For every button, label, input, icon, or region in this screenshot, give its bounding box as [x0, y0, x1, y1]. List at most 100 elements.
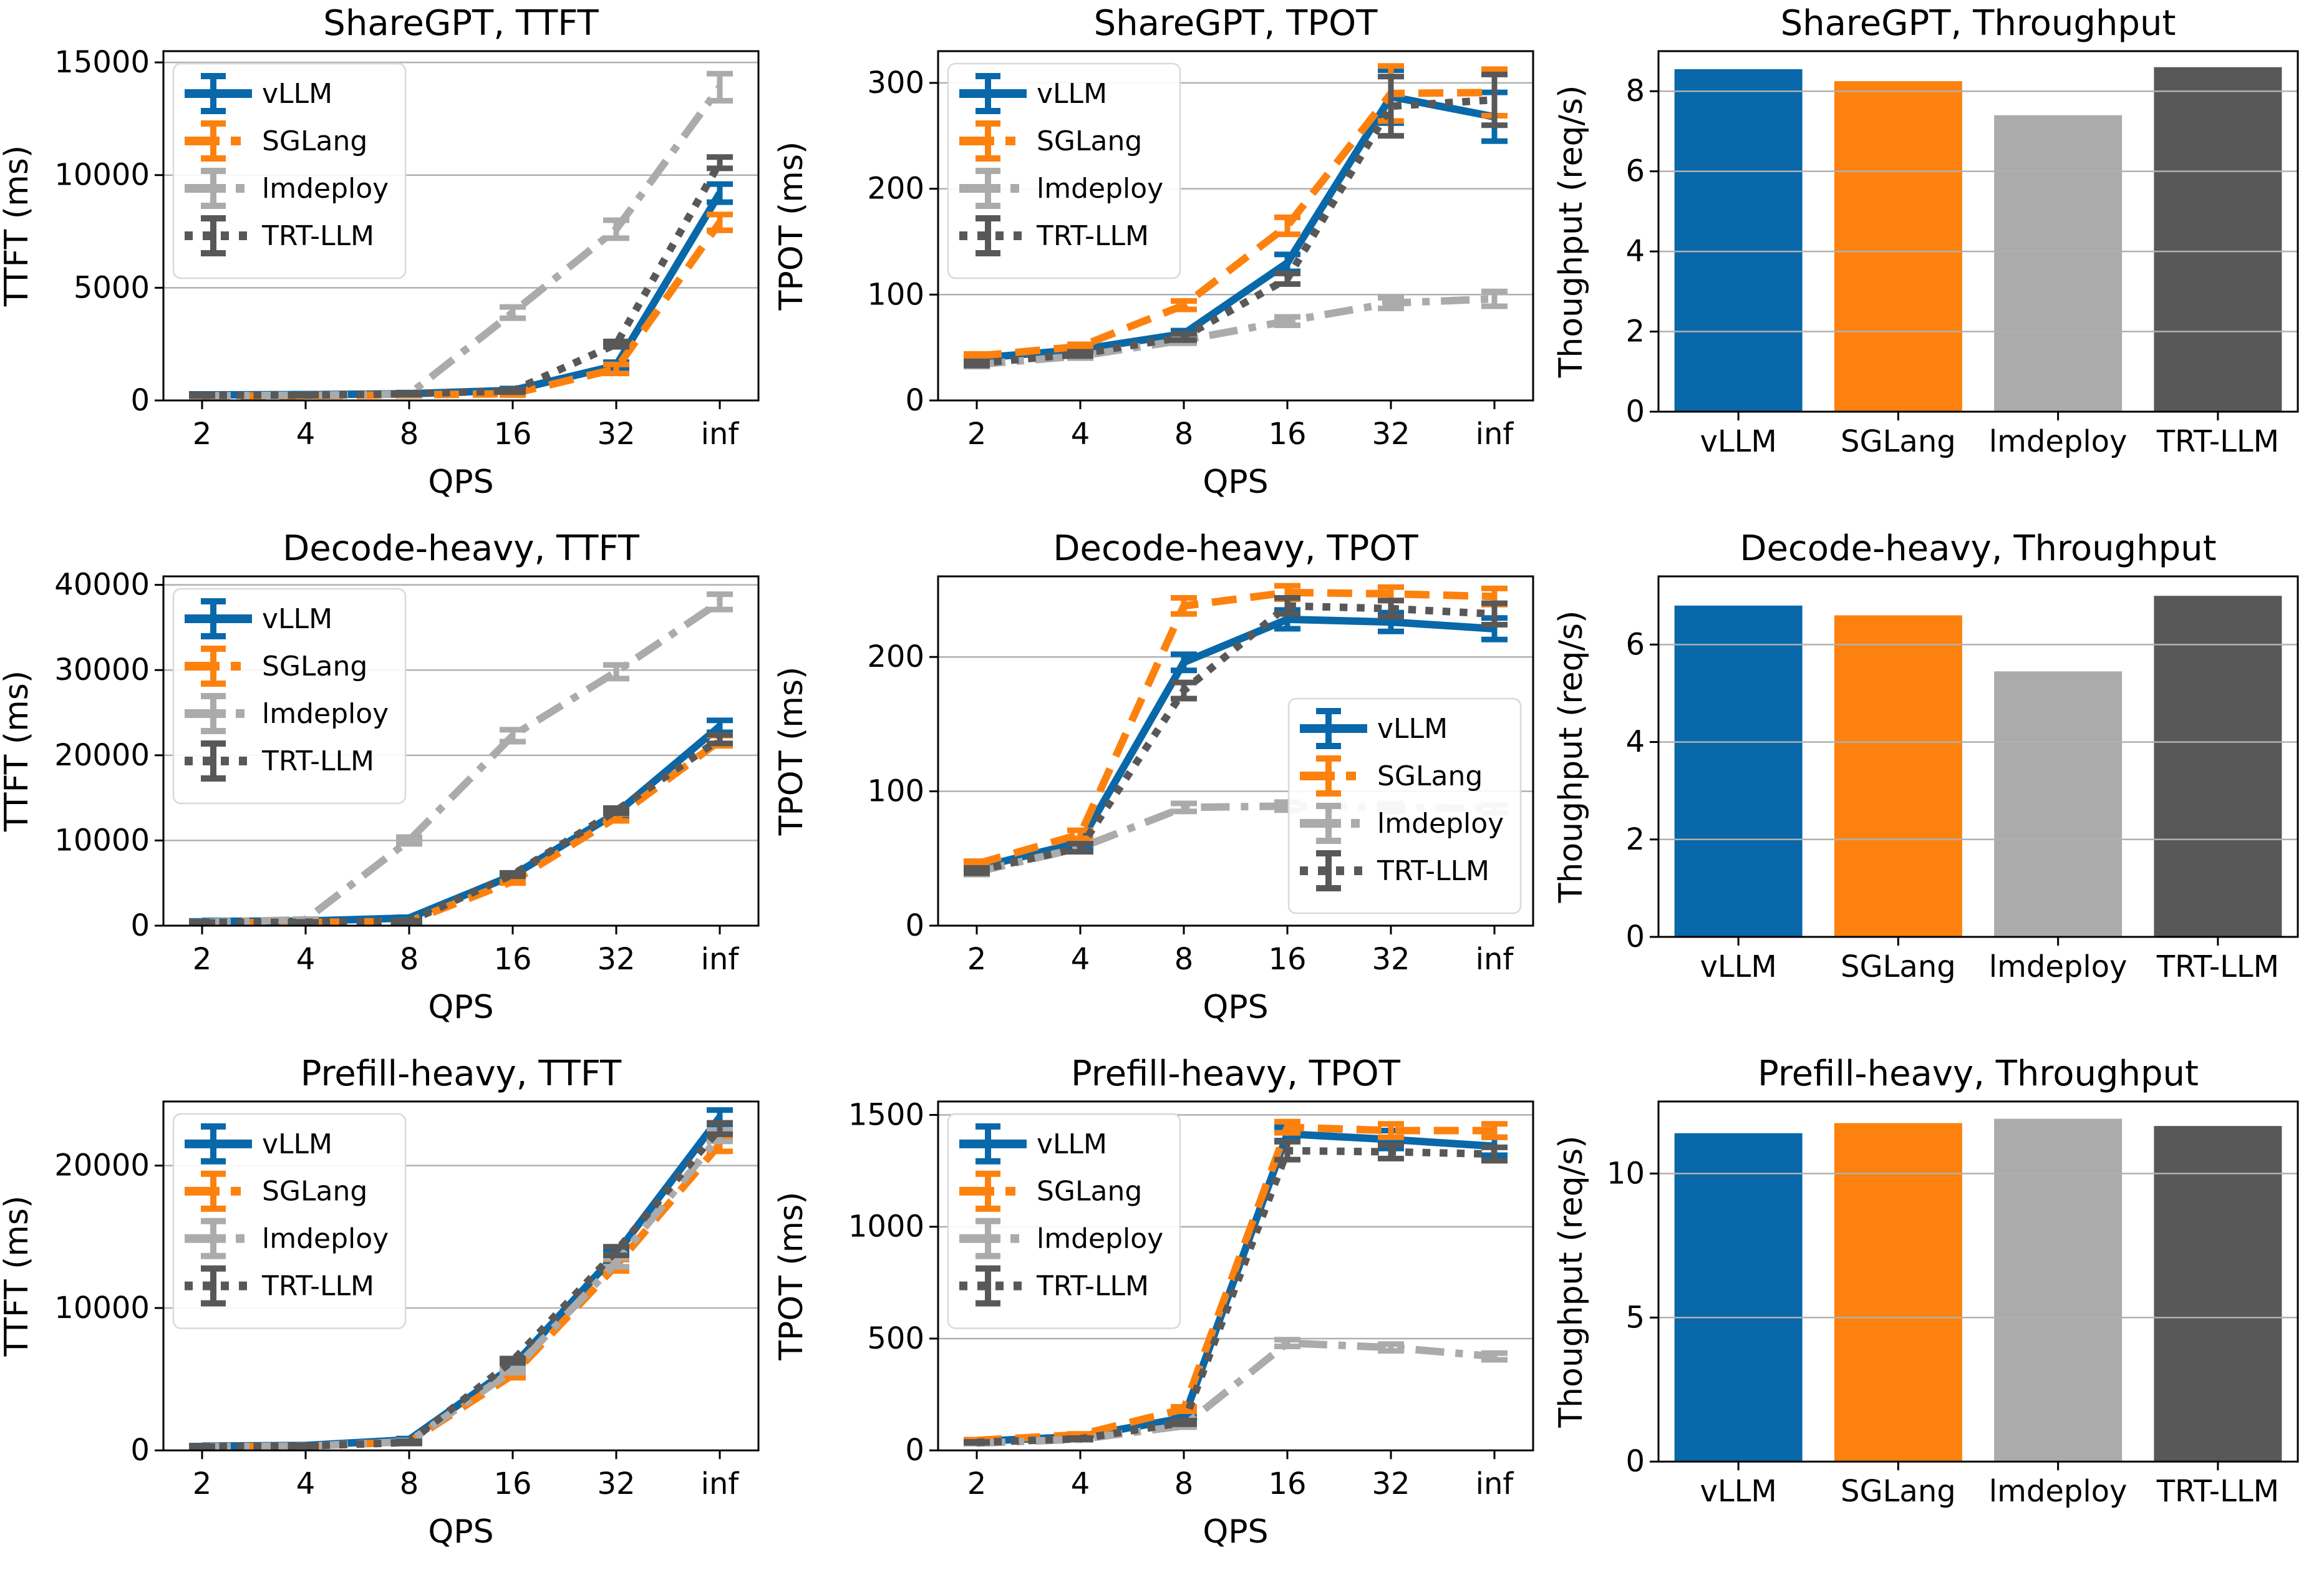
legend-item-vLLM: vLLM: [959, 73, 1107, 114]
chart-title: Prefill-heavy, TPOT: [1071, 1054, 1401, 1094]
series-line: [976, 588, 1495, 868]
x-tick-label: 16: [1268, 942, 1306, 977]
plot-area: [964, 63, 1508, 370]
bar-lmdeploy: [1994, 1118, 2123, 1462]
x-tick-label: inf: [1476, 1466, 1514, 1501]
legend-item-SGLang: SGLang: [1300, 755, 1483, 797]
legend-item-vLLM: vLLM: [185, 598, 332, 639]
chart-prefill-heavy-throughput: 0 5 10 vLLM SGLang lmdeploy TRT-LLM Prefill-hea…: [1549, 1050, 2324, 1575]
series-TRT-LLM: [964, 71, 1508, 369]
legend-box: [172, 588, 407, 805]
legend: vLLM SGLang lmdeploy TRT-LLM: [172, 62, 407, 279]
y-axis-label: TPOT (ms): [775, 667, 810, 836]
series-line: [976, 1339, 1495, 1447]
y-tick-label: 100: [867, 277, 924, 312]
y-tick-label: 10: [1607, 1156, 1645, 1191]
x-tick-label: lmdeploy: [1989, 1474, 2128, 1509]
y-axis-label: TPOT (ms): [775, 1191, 810, 1360]
y-tick-label: 500: [867, 1321, 924, 1356]
y-axis-label: Thoughput (req/s): [1552, 611, 1590, 904]
legend-box: [172, 1113, 407, 1329]
legend-item-vLLM: vLLM: [1300, 708, 1448, 749]
x-axis-label: QPS: [1203, 989, 1268, 1026]
plot-area: [964, 583, 1508, 878]
legend-item-SGLang: SGLang: [185, 1170, 367, 1212]
legend-box: [1287, 697, 1522, 914]
legend-label: vLLM: [262, 603, 332, 635]
axes-spines: [1657, 1100, 2299, 1463]
x-tick-label: inf: [701, 942, 740, 977]
x-tick-label: vLLM: [1700, 424, 1776, 459]
x-tick-label: 2: [967, 1466, 987, 1501]
legend-label: SGLang: [262, 125, 367, 157]
x-tick-label: TRT-LLM: [2156, 1474, 2279, 1509]
x-tick-label: inf: [701, 417, 740, 452]
x-tick-label: 32: [597, 417, 635, 452]
legend-label: SGLang: [1037, 1176, 1142, 1208]
y-tick-label: 4: [1625, 725, 1645, 760]
series-line: [976, 96, 1495, 367]
axes-spines: [937, 575, 1534, 927]
legend-item-SGLang: SGLang: [185, 120, 367, 162]
legend-label: SGLang: [1377, 760, 1483, 792]
y-tick-label: 15000: [54, 45, 150, 80]
x-tick-label: lmdeploy: [1989, 424, 2128, 459]
chart-sharegpt-ttft: 0 5000 10000 15000 2 4 8 16 32 inf ShareGPT, TTFT Q…: [0, 0, 775, 525]
series-line: [976, 1146, 1495, 1447]
legend: vLLM SGLang lmdeploy TRT-LLM: [172, 1113, 407, 1329]
x-tick-label: 8: [400, 942, 419, 977]
axes-spines: [162, 575, 760, 927]
chart-decode-heavy-ttft: 0 10000 20000 30000 40000 2 4 8 16 32 inf Decode-he…: [0, 525, 775, 1050]
x-tick-label: 32: [1372, 1466, 1410, 1501]
bar-SGLang: [1834, 615, 1962, 937]
x-tick-label: 16: [493, 942, 531, 977]
y-axis-label: Thoughput (req/s): [1552, 1136, 1590, 1428]
legend-item-TRT-LLM: TRT-LLM: [959, 1265, 1149, 1307]
legend: vLLM SGLang lmdeploy TRT-LLM: [947, 62, 1181, 279]
axes-spines: [162, 1100, 760, 1451]
x-tick-label: 16: [493, 1466, 531, 1501]
y-tick-label: 0: [1625, 919, 1645, 954]
legend-item-SGLang: SGLang: [959, 120, 1142, 162]
x-tick-label: TRT-LLM: [2156, 949, 2279, 984]
y-tick-label: 10000: [54, 158, 150, 193]
x-tick-label: 8: [400, 1466, 419, 1501]
x-tick-label: 32: [597, 1466, 635, 1501]
x-tick-label: 2: [193, 1466, 212, 1501]
y-tick-label: 200: [867, 172, 924, 206]
plot-area: [189, 591, 733, 926]
chart-prefill-heavy-ttft: 0 10000 20000 2 4 8 16 32 inf Prefill-heavy, TTFT…: [0, 1050, 775, 1575]
y-axis-label: TTFT (ms): [0, 1196, 36, 1357]
bar-vLLM: [1674, 605, 1803, 937]
bar-SGLang: [1834, 81, 1962, 412]
x-tick-label: 32: [1372, 942, 1410, 977]
series-TRT-LLM: [189, 154, 733, 399]
legend-label: lmdeploy: [1377, 808, 1504, 840]
chart-sharegpt-tpot: 0 100 200 300 2 4 8 16 32 inf ShareGPT, TPOT QPS TPO…: [775, 0, 1549, 525]
y-tick-label: 10000: [54, 823, 150, 858]
legend-box: [172, 62, 407, 279]
series-line: [201, 1126, 723, 1451]
x-tick-label: 8: [1174, 1466, 1194, 1501]
x-tick-label: 2: [193, 942, 212, 977]
legend: vLLM SGLang lmdeploy TRT-LLM: [947, 1113, 1181, 1329]
legend-label: vLLM: [1377, 713, 1448, 745]
legend-label: vLLM: [1037, 1128, 1107, 1160]
x-tick-label: 8: [1174, 942, 1194, 977]
chart-title: Decode-heavy, Throughput: [1740, 528, 2216, 569]
legend-label: vLLM: [1037, 78, 1107, 110]
y-tick-label: 0: [130, 383, 150, 418]
legend-item-TRT-LLM: TRT-LLM: [185, 1265, 374, 1307]
chart-sharegpt-ttft-svg: 0 5000 10000 15000 2 4 8 16 32 inf ShareGPT, TTFT Q…: [0, 3, 760, 501]
x-tick-label: inf: [701, 1466, 740, 1501]
x-tick-label: 4: [1071, 417, 1090, 452]
x-tick-label: 4: [296, 417, 316, 452]
y-tick-label: 0: [130, 1433, 150, 1468]
legend-item-TRT-LLM: TRT-LLM: [185, 740, 374, 782]
chart-title: Decode-heavy, TPOT: [1053, 528, 1418, 569]
x-tick-label: 2: [967, 417, 987, 452]
chart-title: ShareGPT, TTFT: [323, 3, 599, 44]
y-axis-label: TPOT (ms): [775, 142, 810, 311]
series-SGLang: [964, 583, 1508, 870]
chart-title: Prefill-heavy, Throughput: [1758, 1054, 2199, 1094]
